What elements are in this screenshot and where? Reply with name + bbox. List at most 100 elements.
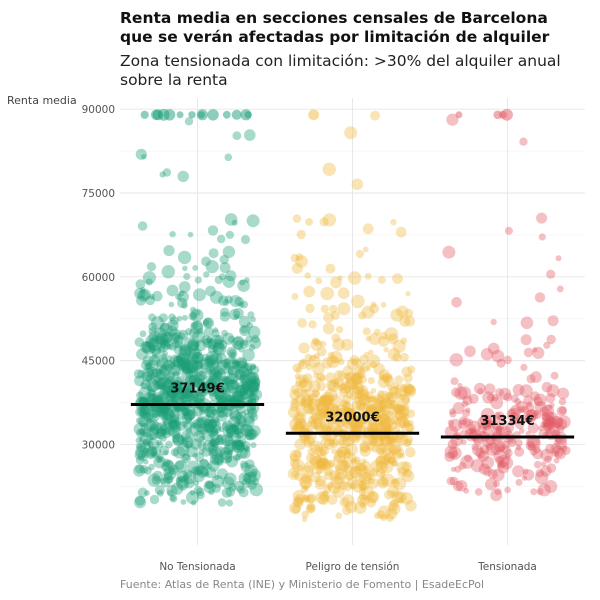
data-point	[331, 356, 338, 364]
data-point	[381, 393, 391, 403]
data-point	[319, 340, 327, 348]
data-point	[543, 341, 551, 349]
data-point	[147, 417, 153, 424]
data-point	[493, 480, 500, 488]
data-point	[361, 305, 375, 319]
data-point	[142, 271, 156, 285]
data-point	[307, 493, 317, 504]
data-point	[171, 332, 180, 341]
data-point	[359, 471, 372, 485]
data-point	[386, 416, 392, 422]
data-point	[389, 386, 402, 399]
data-point	[165, 387, 177, 399]
data-point	[323, 394, 335, 405]
data-point	[243, 412, 255, 424]
data-point	[388, 445, 395, 453]
data-point	[192, 391, 205, 404]
data-point	[323, 425, 333, 434]
data-point	[348, 271, 362, 285]
data-point	[223, 472, 237, 486]
data-point	[295, 381, 301, 387]
data-point	[238, 375, 245, 382]
data-point	[236, 439, 245, 448]
data-point	[451, 297, 462, 308]
data-point	[315, 465, 324, 474]
data-point	[400, 492, 413, 505]
data-point	[337, 287, 350, 300]
data-point	[504, 486, 511, 494]
data-point	[209, 365, 215, 371]
data-point	[387, 402, 395, 409]
data-point	[225, 394, 233, 402]
data-point	[299, 432, 311, 444]
data-point	[333, 381, 340, 389]
data-point	[541, 381, 553, 393]
data-point	[138, 428, 145, 435]
data-point	[515, 439, 523, 447]
data-point	[159, 389, 168, 397]
data-point	[168, 301, 175, 308]
data-point	[527, 436, 541, 450]
data-point	[397, 497, 404, 504]
data-point	[350, 466, 362, 478]
data-point	[139, 410, 148, 418]
data-point	[161, 384, 168, 391]
data-point	[376, 395, 386, 405]
data-point	[200, 385, 208, 393]
data-point	[175, 475, 189, 489]
data-point	[351, 417, 364, 430]
data-point	[163, 410, 169, 417]
data-point	[192, 377, 203, 389]
data-point	[176, 478, 189, 491]
data-point	[380, 405, 390, 416]
data-point	[321, 391, 334, 405]
data-point	[148, 327, 157, 336]
data-point	[370, 425, 380, 434]
data-point	[337, 458, 351, 472]
data-point	[467, 419, 474, 425]
data-point	[197, 440, 207, 450]
data-point	[173, 345, 183, 355]
data-point	[341, 425, 350, 434]
data-point	[137, 406, 147, 417]
data-point	[138, 437, 144, 443]
data-point	[383, 346, 390, 353]
data-point	[302, 373, 313, 384]
data-point	[164, 385, 175, 396]
data-point	[495, 411, 505, 421]
data-point	[229, 410, 242, 422]
data-point	[184, 375, 197, 387]
data-point	[139, 404, 150, 415]
data-point	[238, 315, 251, 328]
data-point	[545, 417, 558, 430]
data-point	[530, 391, 540, 401]
data-point	[491, 468, 505, 482]
data-point	[358, 494, 365, 500]
data-point	[219, 450, 233, 464]
data-point	[246, 322, 254, 329]
data-point	[306, 503, 316, 513]
data-point	[533, 396, 543, 406]
data-point	[342, 365, 353, 376]
data-point	[477, 415, 491, 430]
data-point	[169, 409, 180, 420]
data-point	[206, 409, 215, 419]
data-point	[491, 426, 503, 438]
data-point	[402, 404, 410, 411]
data-point	[329, 439, 339, 449]
data-point	[367, 354, 381, 368]
data-point	[394, 375, 404, 384]
data-point	[144, 362, 152, 370]
data-point	[372, 394, 384, 406]
means-layer: 37149€32000€ 31334€	[130, 381, 575, 439]
data-point	[184, 432, 191, 439]
data-point	[162, 404, 169, 412]
data-point	[495, 388, 504, 397]
data-point	[388, 386, 400, 397]
data-point	[342, 407, 356, 421]
data-point	[373, 512, 381, 519]
data-point	[482, 421, 492, 431]
data-point	[142, 438, 149, 446]
data-point	[344, 472, 354, 482]
data-point	[217, 395, 227, 405]
